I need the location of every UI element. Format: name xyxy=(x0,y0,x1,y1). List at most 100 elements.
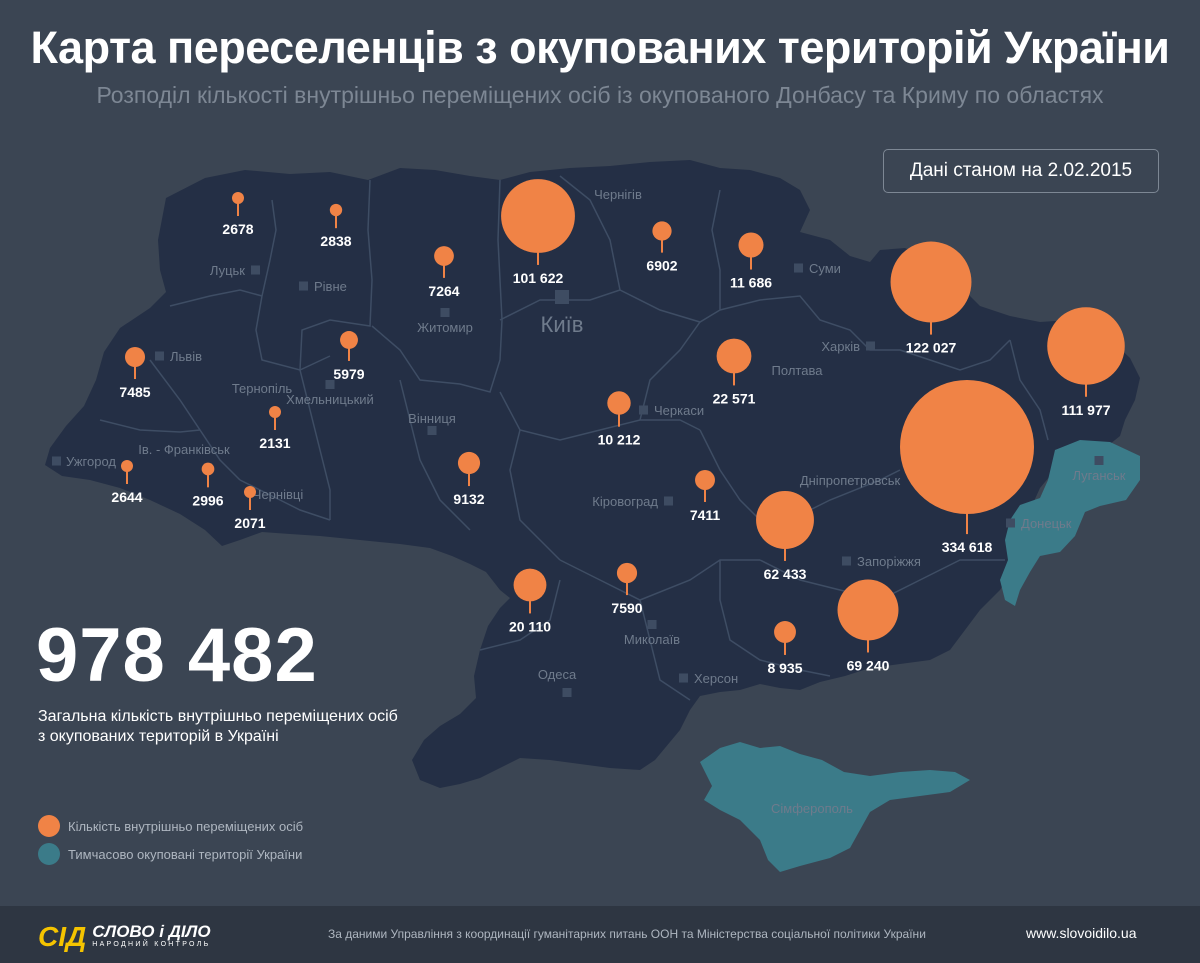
region-idp-11: 2131 xyxy=(259,406,291,451)
city-2: Луцьк xyxy=(210,263,260,278)
idp-bubble xyxy=(652,221,672,241)
city-label: Рівне xyxy=(314,279,347,294)
city-24: Херсон xyxy=(679,671,738,686)
idp-bubble xyxy=(232,192,244,204)
region-idp-1: 2678 xyxy=(222,192,254,237)
city-marker-icon xyxy=(52,456,61,466)
city-label: Суми xyxy=(809,261,841,276)
city-label: Донецьк xyxy=(1021,516,1072,531)
city-label: Ів. - Франківськ xyxy=(138,442,230,457)
region-idp-2: 2838 xyxy=(320,203,352,249)
region-idp-21: 20 110 xyxy=(509,568,551,634)
city-6: Суми xyxy=(794,261,841,276)
city-17: Кіровоград xyxy=(592,494,673,509)
city-12: Полтава xyxy=(772,363,824,378)
idp-bubble xyxy=(695,470,715,490)
city-5: Київ xyxy=(541,290,583,337)
region-idp-5: 6902 xyxy=(646,221,678,274)
city-7: Харків xyxy=(821,339,875,354)
region-idp-16: 10 212 xyxy=(598,391,641,448)
city-marker-icon xyxy=(1094,456,1104,465)
city-marker-icon xyxy=(325,380,335,389)
city-marker-icon xyxy=(1006,518,1015,528)
legend-idp-label: Кількість внутрішньо переміщених осіб xyxy=(68,818,304,834)
idp-bubble xyxy=(900,380,1034,514)
map-title: Карта переселенців з окупованих територі… xyxy=(30,22,1170,73)
city-1: Чернігів xyxy=(594,187,642,202)
city-label: Дніпропетровськ xyxy=(800,473,901,488)
idp-bubble xyxy=(329,203,343,217)
city-16: Чернівці xyxy=(253,487,304,502)
city-marker-icon xyxy=(794,263,803,273)
idp-bubble xyxy=(434,246,454,266)
idp-value-label: 9132 xyxy=(453,491,484,507)
idp-value-label: 2678 xyxy=(222,221,253,237)
idp-value-label: 2071 xyxy=(234,515,265,531)
region-idp-15: 9132 xyxy=(453,451,485,507)
city-marker-icon xyxy=(842,556,851,566)
city-15: Ів. - Франківськ xyxy=(138,442,230,457)
idp-bubble xyxy=(457,451,481,475)
idp-bubble xyxy=(1047,307,1125,385)
city-10: Хмельницький xyxy=(286,380,374,407)
logo-text: СЛОВО і ДІЛО НАРОДНИЙ КОНТРОЛЬ xyxy=(92,922,211,950)
idp-value-label: 7485 xyxy=(119,384,150,400)
idp-value-label: 8 935 xyxy=(767,660,802,676)
footer: СІД СЛОВО і ДІЛО НАРОДНИЙ КОНТРОЛЬ За да… xyxy=(0,906,1200,963)
city-18: Дніпропетровськ xyxy=(800,473,901,488)
occupied-crimea xyxy=(700,742,970,872)
city-label: Одеса xyxy=(538,667,577,682)
website-link[interactable]: www.slovoidilo.ua xyxy=(1026,925,1137,941)
region-idp-24: 69 240 xyxy=(837,579,899,673)
idp-value-label: 2644 xyxy=(111,489,142,505)
total-caption-line2: з окупованих територій в Україні xyxy=(38,728,279,745)
idp-value-label: 2131 xyxy=(259,435,290,451)
region-idp-14: 2071 xyxy=(234,486,266,531)
city-label: Луганськ xyxy=(1072,468,1125,483)
logo-mark: СІД xyxy=(38,921,87,952)
city-22: Миколаїв xyxy=(624,620,680,647)
idp-value-label: 122 027 xyxy=(906,340,957,356)
city-label: Сімферополь xyxy=(771,801,853,816)
idp-value-label: 5979 xyxy=(333,366,364,382)
city-label: Луцьк xyxy=(210,263,245,278)
city-11: Вінниця xyxy=(408,411,456,435)
idp-value-label: 11 686 xyxy=(730,275,772,291)
region-idp-17: 22 571 xyxy=(713,338,756,406)
region-idp-8: 111 977 xyxy=(1047,307,1125,418)
logo-sub: НАРОДНИЙ КОНТРОЛЬ xyxy=(92,941,211,948)
legend-teal-dot-icon xyxy=(38,843,60,865)
city-marker-icon xyxy=(639,405,648,415)
city-label: Кіровоград xyxy=(592,494,658,509)
city-marker-icon xyxy=(155,351,164,361)
city-label: Чернігів xyxy=(594,187,642,202)
idp-value-label: 10 212 xyxy=(598,432,641,448)
idp-bubble xyxy=(201,462,215,476)
legend-idp: Кількість внутрішньо переміщених осіб xyxy=(38,815,303,837)
region-idp-4: 101 622 xyxy=(501,179,575,286)
idp-bubble xyxy=(340,331,358,349)
city-23: Одеса xyxy=(538,667,577,697)
city-marker-icon xyxy=(251,265,260,275)
city-marker-icon xyxy=(299,281,308,291)
city-25: Сімферополь xyxy=(771,801,853,816)
city-3: Рівне xyxy=(299,279,347,294)
city-8: Львів xyxy=(155,349,202,364)
idp-value-label: 62 433 xyxy=(764,566,807,582)
idp-bubble xyxy=(269,406,281,418)
logo-name: СЛОВО і ДІЛО xyxy=(92,922,211,941)
city-label: Запоріжжя xyxy=(857,554,921,569)
region-idp-3: 7264 xyxy=(428,246,460,299)
city-label: Херсон xyxy=(694,671,738,686)
city-label: Вінниця xyxy=(408,411,456,426)
idp-value-label: 22 571 xyxy=(713,390,756,406)
idp-value-label: 69 240 xyxy=(847,657,890,673)
region-idp-10: 5979 xyxy=(333,331,365,382)
slovo-i-dilo-logo[interactable]: СІД СЛОВО і ДІЛО НАРОДНИЙ КОНТРОЛЬ xyxy=(38,921,211,952)
map-subtitle: Розподіл кількості внутрішньо переміщени… xyxy=(96,82,1104,108)
idp-value-label: 7590 xyxy=(611,600,642,616)
city-marker-icon xyxy=(866,341,875,351)
region-idp-6: 11 686 xyxy=(730,232,772,291)
city-marker-icon xyxy=(664,496,673,506)
